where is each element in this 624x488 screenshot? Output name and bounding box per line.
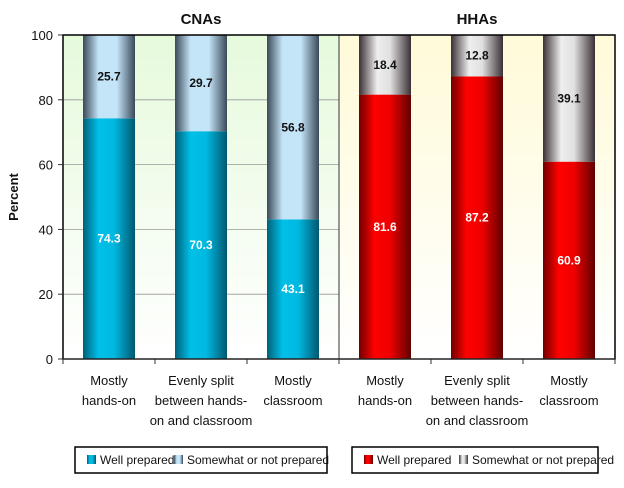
legend-label: Well prepared <box>100 453 174 467</box>
panel-title: CNAs <box>181 11 222 28</box>
y-tick-label: 20 <box>39 287 53 302</box>
data-label: 70.3 <box>189 238 213 252</box>
legend-swatch <box>364 455 373 464</box>
bar-well-1 <box>359 94 411 359</box>
bar-well-2 <box>451 76 503 360</box>
category-label: hands-on <box>82 393 136 408</box>
bar-somewhat-3 <box>267 35 319 220</box>
legend-label: Well prepared <box>377 453 451 467</box>
data-label: 39.1 <box>557 91 581 105</box>
data-label: 60.9 <box>557 253 581 267</box>
data-label: 25.7 <box>97 70 121 84</box>
bar-somewhat-3 <box>543 35 595 162</box>
legend-label: Somewhat or not prepared <box>187 453 329 467</box>
data-label: 29.7 <box>189 76 213 90</box>
legend-swatch <box>87 455 96 464</box>
y-tick-label: 100 <box>31 28 53 43</box>
category-label: Mostly <box>274 373 312 388</box>
panel-title: HHAs <box>457 11 498 28</box>
data-label: 18.4 <box>373 58 397 72</box>
bar-well-1 <box>83 118 135 359</box>
category-label: between hands- <box>155 393 248 408</box>
data-label: 12.8 <box>465 49 489 63</box>
legend-swatch <box>174 455 183 464</box>
data-label: 43.1 <box>281 282 305 296</box>
data-label: 56.8 <box>281 120 305 134</box>
y-tick-label: 40 <box>39 222 53 237</box>
category-label: classroom <box>539 393 598 408</box>
bar-somewhat-2 <box>175 35 227 132</box>
bar-somewhat-1 <box>83 35 135 119</box>
legend <box>351 446 599 474</box>
data-label: 74.3 <box>97 232 121 246</box>
category-label: Mostly <box>90 373 128 388</box>
category-label: Mostly <box>366 373 404 388</box>
category-label: Evenly split <box>168 373 234 388</box>
y-tick-label: 60 <box>39 158 53 173</box>
bar-well-3 <box>267 219 319 359</box>
bar-well-3 <box>543 161 595 359</box>
category-label: on and classroom <box>150 413 253 428</box>
y-tick-label: 0 <box>46 352 53 367</box>
data-label: 87.2 <box>465 211 489 225</box>
legend-label: Somewhat or not prepared <box>472 453 614 467</box>
bar-somewhat-1 <box>359 35 411 95</box>
legend <box>74 446 328 474</box>
category-label: hands-on <box>358 393 412 408</box>
legend-swatch <box>459 455 468 464</box>
data-label: 81.6 <box>373 220 397 234</box>
category-label: on and classroom <box>426 413 529 428</box>
category-label: between hands- <box>431 393 524 408</box>
bar-somewhat-2 <box>451 35 503 77</box>
category-label: Evenly split <box>444 373 510 388</box>
y-tick-label: 80 <box>39 93 53 108</box>
y-axis-label: Percent <box>6 172 21 220</box>
category-label: classroom <box>263 393 322 408</box>
bar-well-2 <box>175 131 227 359</box>
category-label: Mostly <box>550 373 588 388</box>
